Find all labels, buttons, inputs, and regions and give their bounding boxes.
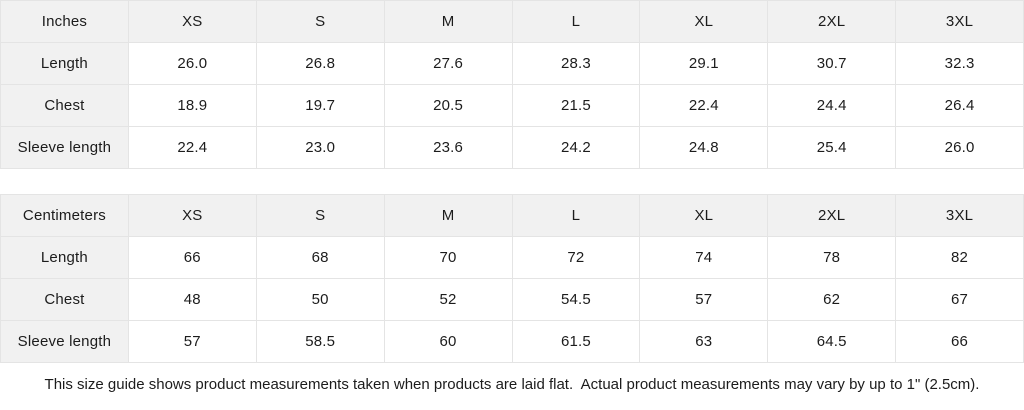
size-header-m: M — [383, 194, 513, 237]
size-header-s: S — [255, 194, 385, 237]
measurement-cell: 29.1 — [639, 42, 769, 85]
measurement-cell: 70 — [383, 236, 513, 279]
table-gap — [0, 169, 1024, 194]
row-label: Length — [0, 42, 129, 85]
measurement-cell: 21.5 — [511, 84, 641, 127]
size-header-3xl: 3XL — [895, 194, 1024, 237]
measurement-cell: 24.4 — [767, 84, 897, 127]
row-label: Length — [0, 236, 129, 279]
table-row: Sleeve length 22.4 23.0 23.6 24.2 24.8 25.4 26.… — [0, 126, 1024, 169]
table-row: Chest 18.9 19.7 20.5 21.5 22.4 24.4 26.4 — [0, 84, 1024, 127]
measurement-cell: 62 — [767, 278, 897, 321]
row-label: Sleeve length — [0, 320, 129, 363]
measurement-cell: 54.5 — [511, 278, 641, 321]
size-header-m: M — [383, 0, 513, 43]
size-header-xl: XL — [639, 194, 769, 237]
size-header-xs: XS — [127, 194, 257, 237]
measurement-cell: 22.4 — [639, 84, 769, 127]
measurement-cell: 61.5 — [511, 320, 641, 363]
measurement-cell: 48 — [127, 278, 257, 321]
measurement-cell: 23.6 — [383, 126, 513, 169]
measurement-cell: 68 — [255, 236, 385, 279]
row-label: Chest — [0, 278, 129, 321]
measurement-cell: 18.9 — [127, 84, 257, 127]
table-row: Chest 48 50 52 54.5 57 62 67 — [0, 278, 1024, 321]
inches-size-table: Inches XS S M L XL 2XL 3XL Length 26.0 26.8 27.6 28.… — [0, 0, 1024, 169]
measurement-cell: 66 — [895, 320, 1024, 363]
measurement-cell: 52 — [383, 278, 513, 321]
row-label: Chest — [0, 84, 129, 127]
measurement-cell: 26.8 — [255, 42, 385, 85]
measurement-cell: 24.2 — [511, 126, 641, 169]
centimeters-table-unit-label: Centimeters — [0, 194, 129, 237]
measurement-cell: 57 — [639, 278, 769, 321]
size-header-s: S — [255, 0, 385, 43]
measurement-cell: 63 — [639, 320, 769, 363]
measurement-cell: 64.5 — [767, 320, 897, 363]
measurement-cell: 20.5 — [383, 84, 513, 127]
measurement-cell: 28.3 — [511, 42, 641, 85]
measurement-cell: 26.4 — [895, 84, 1024, 127]
measurement-cell: 27.6 — [383, 42, 513, 85]
measurement-cell: 25.4 — [767, 126, 897, 169]
measurement-cell: 57 — [127, 320, 257, 363]
measurement-cell: 74 — [639, 236, 769, 279]
table-row: Length 26.0 26.8 27.6 28.3 29.1 30.7 32.3 — [0, 42, 1024, 85]
table-row: Sleeve length 57 58.5 60 61.5 63 64.5 66 — [0, 320, 1024, 363]
measurement-cell: 58.5 — [255, 320, 385, 363]
measurement-cell: 78 — [767, 236, 897, 279]
size-guide-footnote: This size guide shows product measuremen… — [0, 363, 1024, 406]
measurement-cell: 19.7 — [255, 84, 385, 127]
measurement-cell: 26.0 — [895, 126, 1024, 169]
measurement-cell: 82 — [895, 236, 1024, 279]
size-header-2xl: 2XL — [767, 194, 897, 237]
size-header-2xl: 2XL — [767, 0, 897, 43]
centimeters-size-table: Centimeters XS S M L XL 2XL 3XL Length 66 68 70 72 74… — [0, 194, 1024, 363]
measurement-cell: 26.0 — [127, 42, 257, 85]
measurement-cell: 67 — [895, 278, 1024, 321]
table-row: Length 66 68 70 72 74 78 82 — [0, 236, 1024, 279]
measurement-cell: 32.3 — [895, 42, 1024, 85]
size-header-l: L — [511, 0, 641, 43]
measurement-cell: 23.0 — [255, 126, 385, 169]
measurement-cell: 66 — [127, 236, 257, 279]
size-header-l: L — [511, 194, 641, 237]
centimeters-table-header-row: Centimeters XS S M L XL 2XL 3XL — [0, 194, 1024, 237]
measurement-cell: 60 — [383, 320, 513, 363]
row-label: Sleeve length — [0, 126, 129, 169]
size-header-xs: XS — [127, 0, 257, 43]
size-header-xl: XL — [639, 0, 769, 43]
size-header-3xl: 3XL — [895, 0, 1024, 43]
measurement-cell: 24.8 — [639, 126, 769, 169]
inches-table-unit-label: Inches — [0, 0, 129, 43]
measurement-cell: 22.4 — [127, 126, 257, 169]
measurement-cell: 30.7 — [767, 42, 897, 85]
measurement-cell: 50 — [255, 278, 385, 321]
inches-table-header-row: Inches XS S M L XL 2XL 3XL — [0, 0, 1024, 43]
measurement-cell: 72 — [511, 236, 641, 279]
